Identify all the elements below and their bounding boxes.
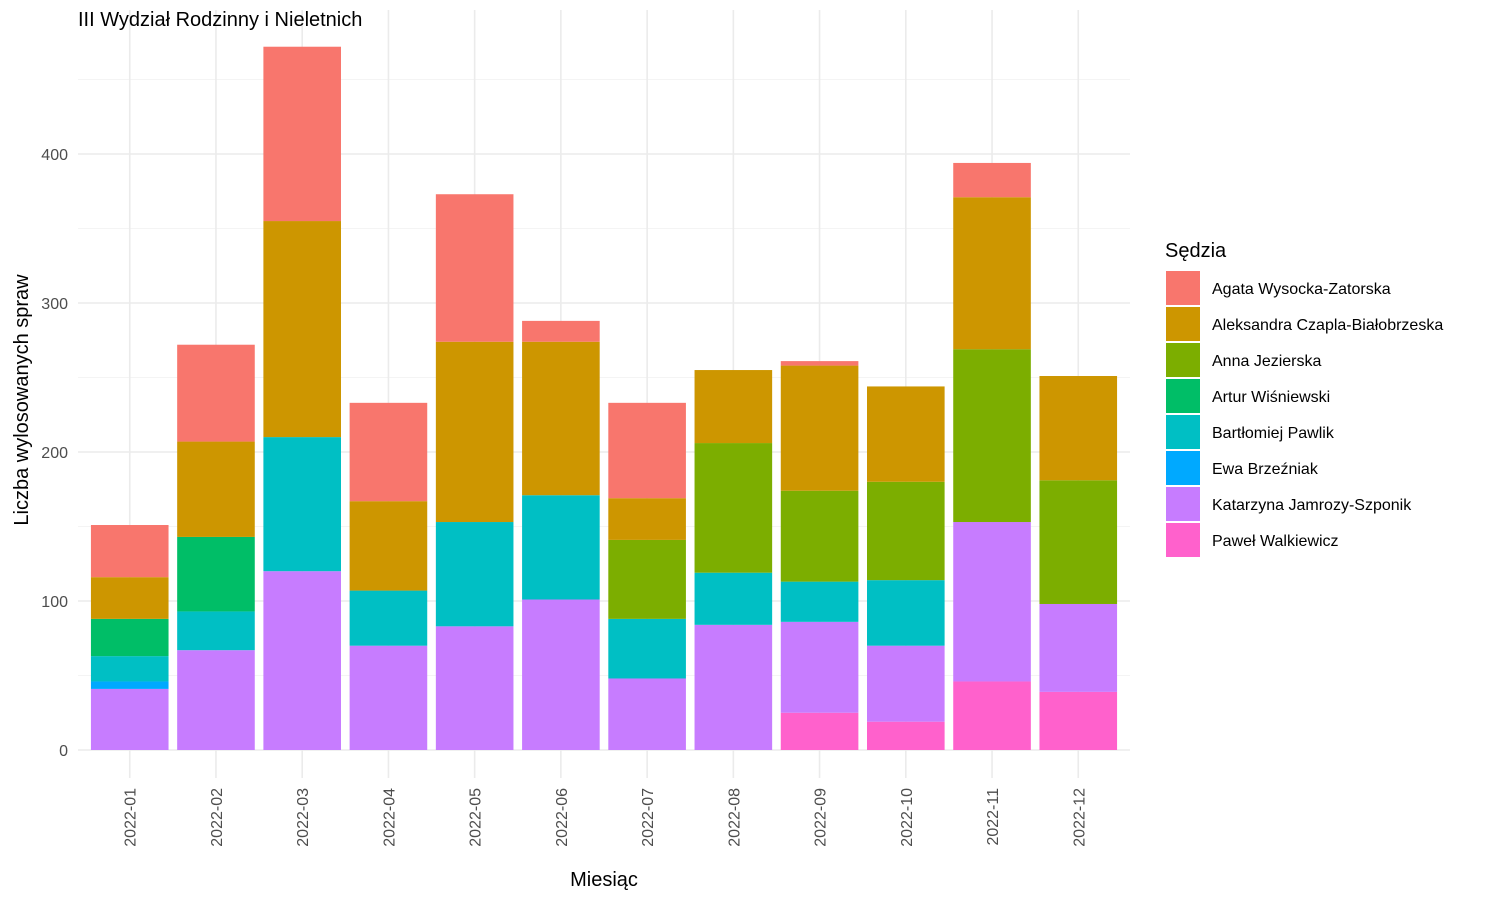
bar-segment <box>177 536 255 612</box>
bar-segment <box>608 678 686 750</box>
bar-segment <box>694 624 773 750</box>
bar-segment <box>90 618 169 657</box>
bar-segment <box>435 194 514 342</box>
bar-segment <box>780 621 859 713</box>
legend-label: Agata Wysocka-Zatorska <box>1212 281 1391 298</box>
bar-segment <box>349 645 428 750</box>
bar-segment <box>780 490 859 582</box>
bar-segment <box>953 349 1031 523</box>
y-axis-title: Liczba wylosowanych spraw <box>11 274 33 526</box>
legend-key <box>1166 379 1200 413</box>
x-axis-title: Miesiąc <box>570 869 638 891</box>
bar-segment <box>867 386 945 482</box>
bar-segment <box>90 688 169 750</box>
bar-segment <box>90 656 169 682</box>
chart-title: III Wydział Rodzinny i Nieletnich <box>78 9 362 31</box>
x-tick-label: 2022-11 <box>985 788 1002 846</box>
x-tick-label: 2022-03 <box>295 788 312 847</box>
x-tick-label: 2022-04 <box>381 788 398 847</box>
bar-segment <box>694 370 773 444</box>
y-tick-label: 0 <box>59 743 68 760</box>
x-tick-label: 2022-12 <box>1071 788 1088 847</box>
bar-segment <box>435 341 514 523</box>
bar-segment <box>780 365 859 491</box>
bar-segment <box>608 402 686 499</box>
bar-segment <box>1039 691 1118 750</box>
bar-segment <box>780 581 859 622</box>
bar-segment <box>263 221 341 438</box>
bar-segment <box>608 539 686 619</box>
bar-segment <box>867 580 945 646</box>
bar-segment <box>780 712 859 750</box>
legend-key <box>1166 271 1200 305</box>
bar-segment <box>953 197 1031 350</box>
bar-segment <box>1039 376 1118 481</box>
bar-segment <box>694 572 773 625</box>
bar-segment <box>349 402 428 502</box>
legend-key <box>1166 487 1200 521</box>
y-tick-label: 100 <box>41 594 68 611</box>
x-tick-label: 2022-08 <box>726 788 743 847</box>
bar-segment <box>177 611 255 651</box>
bar-segment <box>177 441 255 537</box>
legend-key <box>1166 451 1200 485</box>
x-tick-label: 2022-05 <box>468 788 485 847</box>
bar-segment <box>1039 603 1118 692</box>
legend-label: Paweł Walkiewicz <box>1212 533 1339 550</box>
bar-segment <box>953 162 1031 198</box>
bar-segment <box>867 721 945 750</box>
legend-key <box>1166 307 1200 341</box>
bar-segment <box>349 501 428 591</box>
legend-items: Agata Wysocka-Zatorska Aleksandra Czapla-… <box>1166 271 1443 557</box>
legend-key <box>1166 415 1200 449</box>
bars <box>90 46 1118 750</box>
bar-segment <box>1039 480 1118 604</box>
bar-segment <box>608 498 686 540</box>
x-tick-label: 2022-09 <box>813 788 830 847</box>
legend-label: Aleksandra Czapla-Białobrzeska <box>1212 317 1443 334</box>
legend-key <box>1166 523 1200 557</box>
x-tick-label: 2022-02 <box>209 788 226 847</box>
x-tick-label: 2022-01 <box>123 788 140 847</box>
bar-segment <box>953 681 1031 750</box>
bar-segment <box>177 344 255 442</box>
bar-segment <box>263 46 341 222</box>
bar-segment <box>349 590 428 646</box>
bar-segment <box>522 341 600 496</box>
bar-segment <box>522 320 600 342</box>
legend-title: Sędzia <box>1165 240 1227 262</box>
bar-segment <box>867 481 945 581</box>
bar-segment <box>90 681 169 689</box>
bar-segment <box>90 577 169 619</box>
x-tick-label: 2022-10 <box>899 788 916 847</box>
bar-segment <box>90 525 169 578</box>
axes: 0 100 200 300 400 2022-01 2022-02 2022-03 2022-0… <box>41 147 1088 847</box>
bar-segment <box>263 437 341 572</box>
legend-label: Anna Jezierska <box>1212 353 1321 370</box>
legend-label: Bartłomiej Pawlik <box>1212 425 1335 442</box>
y-tick-label: 300 <box>41 296 68 313</box>
bar-segment <box>435 626 514 750</box>
legend-label: Artur Wiśniewski <box>1212 389 1330 406</box>
legend-key <box>1166 343 1200 377</box>
bar-segment <box>177 650 255 750</box>
legend-label: Ewa Brzeźniak <box>1212 461 1319 478</box>
legend: Sędzia Agata Wysocka-Zatorska Aleksandra … <box>1165 240 1443 557</box>
legend-label: Katarzyna Jamrozy-Szponik <box>1212 497 1412 514</box>
bar-segment <box>522 599 600 750</box>
x-tick-label: 2022-06 <box>554 788 571 847</box>
bar-segment <box>780 361 859 366</box>
x-tick-label: 2022-07 <box>640 788 657 847</box>
bar-segment <box>694 443 773 573</box>
bar-segment <box>263 571 341 750</box>
bar-segment <box>867 645 945 722</box>
bar-segment <box>608 618 686 679</box>
bar-segment <box>435 522 514 627</box>
y-tick-label: 200 <box>41 445 68 462</box>
bar-segment <box>522 495 600 600</box>
y-tick-label: 400 <box>41 147 68 164</box>
bar-segment <box>953 522 1031 682</box>
